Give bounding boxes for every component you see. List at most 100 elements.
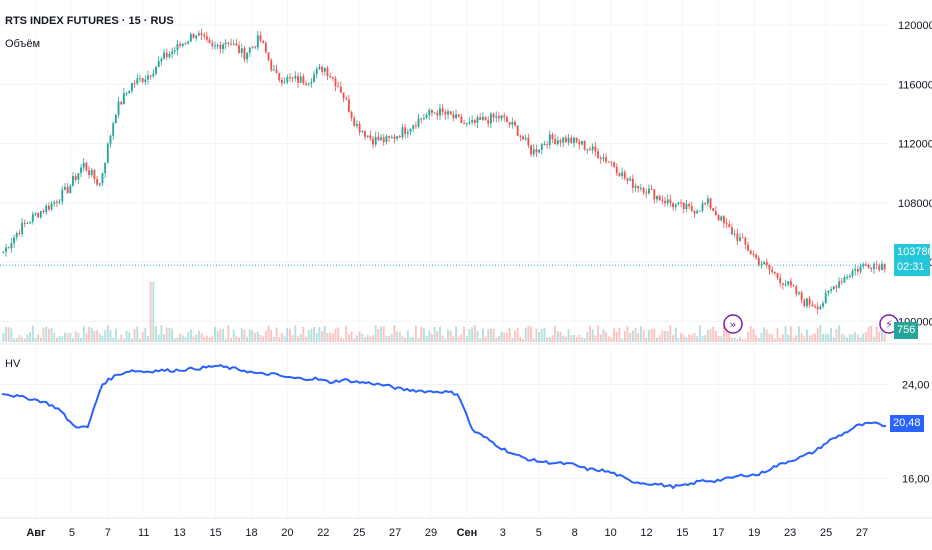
- candle-body: [862, 264, 865, 267]
- volume-bar: [792, 338, 795, 342]
- symbol-title[interactable]: RTS INDEX FUTURES · 15 · RUS: [5, 15, 174, 27]
- volume-bar: [412, 337, 415, 342]
- candle-body: [280, 80, 283, 84]
- volume-bar: [211, 336, 214, 342]
- volume-bar: [586, 331, 589, 342]
- candle-body: [176, 43, 179, 51]
- volume-bar: [535, 328, 538, 342]
- candle-body: [297, 76, 299, 83]
- candle-body: [822, 303, 824, 307]
- candle-body: [315, 69, 318, 75]
- volume-bar: [623, 330, 626, 342]
- candle-body: [492, 113, 495, 118]
- hv-indicator-label[interactable]: HV: [5, 358, 21, 370]
- candle-body: [669, 199, 672, 204]
- volume-bar: [615, 331, 618, 342]
- volume-bar: [243, 329, 246, 342]
- volume-bar: [508, 327, 511, 342]
- candle-body: [117, 101, 120, 115]
- candle-body: [835, 286, 838, 288]
- volume-bar: [347, 334, 350, 342]
- volume-bar: [289, 329, 291, 342]
- volume-bar: [369, 336, 372, 342]
- volume-bar: [575, 336, 578, 342]
- volume-bar: [564, 336, 567, 342]
- volume-bar: [846, 337, 849, 342]
- volume-bar: [768, 333, 771, 342]
- volume-bar: [96, 330, 99, 342]
- candle-body: [698, 210, 701, 212]
- volume-bar: [240, 327, 243, 342]
- candle-body: [843, 277, 846, 283]
- volume-bar: [181, 335, 184, 342]
- candle-body: [374, 136, 377, 145]
- candle-body: [532, 149, 535, 155]
- volume-bar: [771, 334, 774, 342]
- candle-body: [522, 136, 524, 140]
- volume-bar: [278, 337, 281, 342]
- volume-bar: [867, 326, 870, 342]
- volume-bar: [741, 338, 744, 342]
- time-tick-label: 5: [69, 527, 75, 539]
- volume-bar: [819, 325, 822, 342]
- candle-body: [313, 74, 316, 82]
- candle-body: [830, 289, 833, 291]
- candle-body: [570, 137, 573, 144]
- volume-bar: [642, 330, 645, 342]
- candle-body: [364, 131, 366, 137]
- candle-body: [7, 247, 10, 249]
- candle-body: [339, 86, 342, 93]
- candle-body: [388, 136, 391, 138]
- candle-body: [431, 109, 433, 113]
- volume-bar: [80, 337, 82, 342]
- candle-body: [656, 195, 658, 200]
- price-tick-label: 108000: [898, 198, 932, 210]
- event-arrow-icon: [723, 314, 743, 334]
- candle-body: [696, 211, 699, 214]
- candle-body: [441, 108, 444, 112]
- volume-bar: [722, 325, 725, 342]
- candle-body: [350, 112, 353, 118]
- candle-body: [519, 135, 522, 137]
- volume-bar: [323, 326, 326, 342]
- volume-indicator-label[interactable]: Объём: [5, 38, 41, 50]
- volume-bar: [808, 335, 811, 342]
- candle-body: [157, 61, 160, 68]
- volume-bar: [500, 331, 503, 342]
- candle-body: [447, 111, 449, 115]
- volume-bar: [152, 282, 155, 342]
- candle-body: [23, 223, 26, 225]
- volume-bar: [251, 330, 254, 342]
- candle-body: [457, 114, 460, 117]
- candle-body: [487, 120, 490, 124]
- volume-bar: [728, 332, 731, 342]
- volume-bar: [53, 332, 56, 342]
- volume-bar: [522, 338, 524, 342]
- volume-bar: [765, 329, 768, 342]
- volume-bar: [374, 325, 377, 342]
- volume-bar: [497, 335, 500, 342]
- volume-bar: [744, 338, 747, 342]
- volume-bar: [489, 328, 492, 342]
- candle-body: [481, 116, 484, 120]
- volume-bar: [414, 325, 417, 342]
- volume-bar: [203, 336, 206, 342]
- volume-bar: [15, 338, 18, 342]
- volume-bar: [551, 335, 554, 342]
- time-tick-label: 29: [425, 527, 437, 539]
- candle-body: [184, 43, 187, 45]
- candle-body: [581, 141, 583, 145]
- volume-bar: [629, 332, 632, 342]
- volume-bar: [420, 326, 423, 342]
- candle-body: [208, 39, 211, 44]
- candle-body: [468, 122, 471, 124]
- candle-body: [551, 134, 554, 140]
- candle-body: [599, 157, 602, 159]
- candle-body: [449, 111, 452, 115]
- volume-bar: [339, 337, 342, 342]
- candle-body: [74, 176, 77, 180]
- candle-body: [672, 203, 674, 208]
- volume-bar: [364, 337, 366, 342]
- volume-bar: [487, 329, 490, 342]
